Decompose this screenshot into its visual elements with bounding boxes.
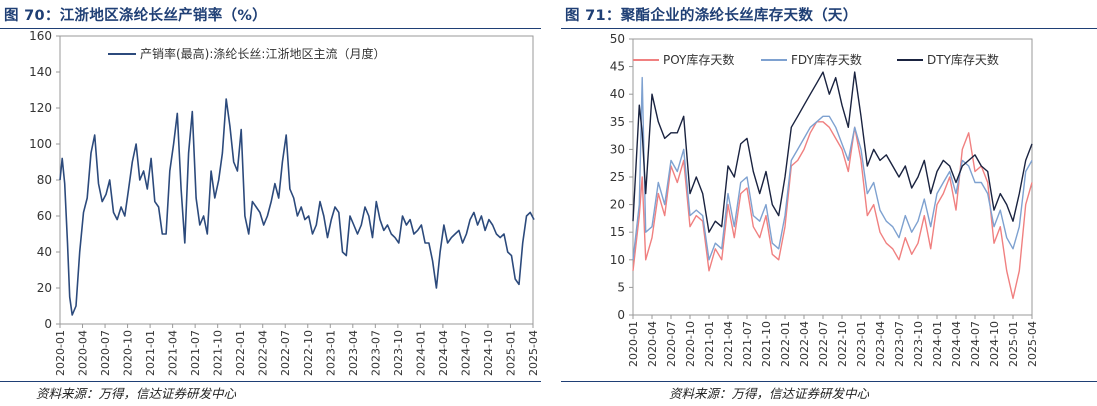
x-tick-label: 2022-04 xyxy=(798,321,811,367)
legend-label: FDY库存天数 xyxy=(791,52,862,67)
y-tick-label: 30 xyxy=(610,142,625,156)
source-note: 资料来源：万得，信达证券研发中心 xyxy=(36,386,237,401)
figure-70: 图 70：江浙地区涤纶长丝产销率（%） 0 20 40 60 80 100 120 140 16… xyxy=(0,0,548,406)
series-line-1 xyxy=(632,121,1033,300)
legend-label: 产销率(最高):涤纶长丝:江浙地区主流（月度） xyxy=(140,46,385,61)
x-tick-label: 2020-01 xyxy=(54,330,67,376)
y-tick-label: 15 xyxy=(610,225,625,239)
x-tick-label: 2021-04 xyxy=(722,321,735,367)
x-tick-label: 2022-07 xyxy=(279,330,292,376)
x-tick-label: 2024-01 xyxy=(414,330,427,376)
x-tick-label: 2024-07 xyxy=(969,321,982,367)
x-tick-label: 2022-01 xyxy=(779,321,792,367)
x-tick-label: 2020-04 xyxy=(646,321,659,367)
title-divider xyxy=(561,28,1097,29)
y-tick-label: 40 xyxy=(610,87,625,101)
x-tick-label: 2023-01 xyxy=(324,330,337,376)
x-tick-label: 2024-10 xyxy=(988,321,1001,367)
y-tick-label: 40 xyxy=(37,245,52,259)
x-tick-label: 2024-04 xyxy=(950,321,963,367)
y-tick-label: 100 xyxy=(29,137,52,151)
y-tick-label: 25 xyxy=(610,170,625,184)
x-tick-label: 2024-04 xyxy=(437,330,450,376)
x-tick-label: 2024-01 xyxy=(931,321,944,367)
series-line-1 xyxy=(59,98,535,316)
plot-area xyxy=(59,35,534,325)
figure-title: 图 71：聚酯企业的涤纶长丝库存天数（天） xyxy=(565,8,858,24)
x-tick-label: 2021-07 xyxy=(741,321,754,367)
x-tick-label: 2021-07 xyxy=(189,330,202,376)
series-line-3 xyxy=(632,71,1033,233)
x-tick-label: 2020-07 xyxy=(665,321,678,367)
x-tick-label: 2020-04 xyxy=(77,330,90,376)
x-tick-label: 2020-10 xyxy=(122,330,135,376)
series-line-2 xyxy=(632,76,1033,261)
x-tick-label: 2025-01 xyxy=(1007,321,1020,367)
x-tick-label: 2024-07 xyxy=(459,330,472,376)
sales-ratio-chart: 0 20 40 60 80 100 120 140 160 2020-01 2020-04 2020-… xyxy=(29,29,540,376)
inventory-days-chart: 0 5 10 15 20 25 30 35 40 45 50 2020-01 2020-04 2020-0… xyxy=(610,32,1039,367)
x-tick-label: 2020-10 xyxy=(684,321,697,367)
x-tick-label: 2022-07 xyxy=(817,321,830,367)
title-divider xyxy=(0,28,541,29)
y-tick-label: 0 xyxy=(617,308,625,322)
y-tick-label: 20 xyxy=(610,198,625,212)
legend-label: DTY库存天数 xyxy=(927,52,999,67)
y-tick-label: 50 xyxy=(610,32,625,46)
x-tick-label: 2022-10 xyxy=(836,321,849,367)
y-tick-label: 10 xyxy=(610,253,625,267)
x-tick-label: 2025-04 xyxy=(527,330,540,376)
y-tick-label: 80 xyxy=(37,173,52,187)
x-tick-label: 2021-04 xyxy=(167,330,180,376)
y-tick-label: 60 xyxy=(37,209,52,223)
legend-label: POY库存天数 xyxy=(663,52,734,67)
source-divider xyxy=(561,381,1097,382)
plot-area xyxy=(632,38,1033,316)
x-tick-label: 2025-04 xyxy=(1026,321,1039,367)
x-tick-label: 2023-04 xyxy=(347,330,360,376)
x-tick-label: 2022-01 xyxy=(234,330,247,376)
figure-71: 图 71：聚酯企业的涤纶长丝库存天数（天） 0 5 10 15 20 25 30 35 40 45… xyxy=(549,0,1097,406)
y-tick-label: 35 xyxy=(610,115,625,129)
x-tick-label: 2021-10 xyxy=(760,321,773,367)
x-tick-label: 2020-07 xyxy=(99,330,112,376)
figure-title: 图 70：江浙地区涤纶长丝产销率（%） xyxy=(4,8,267,24)
y-tick-label: 120 xyxy=(29,101,52,115)
source-note: 资料来源：万得，信达证券研发中心 xyxy=(669,386,870,401)
y-tick-label: 140 xyxy=(29,65,52,79)
x-tick-label: 2022-04 xyxy=(257,330,270,376)
x-tick-label: 2021-01 xyxy=(703,321,716,367)
source-divider xyxy=(0,381,541,382)
y-tick-label: 20 xyxy=(37,281,52,295)
y-tick-label: 160 xyxy=(29,29,52,43)
x-tick-label: 2020-01 xyxy=(627,321,640,367)
x-tick-label: 2023-10 xyxy=(392,330,405,376)
x-tick-label: 2021-01 xyxy=(144,330,157,376)
y-tick-label: 45 xyxy=(610,60,625,74)
y-tick-label: 0 xyxy=(44,317,52,331)
x-tick-label: 2024-10 xyxy=(482,330,495,376)
x-tick-label: 2022-10 xyxy=(302,330,315,376)
x-tick-label: 2023-07 xyxy=(369,330,382,376)
x-tick-label: 2023-10 xyxy=(912,321,925,367)
y-tick-label: 5 xyxy=(617,280,625,294)
x-tick-label: 2023-01 xyxy=(855,321,868,367)
x-tick-label: 2025-01 xyxy=(504,330,517,376)
x-tick-label: 2021-10 xyxy=(212,330,225,376)
x-tick-label: 2023-04 xyxy=(874,321,887,367)
x-tick-label: 2023-07 xyxy=(893,321,906,367)
